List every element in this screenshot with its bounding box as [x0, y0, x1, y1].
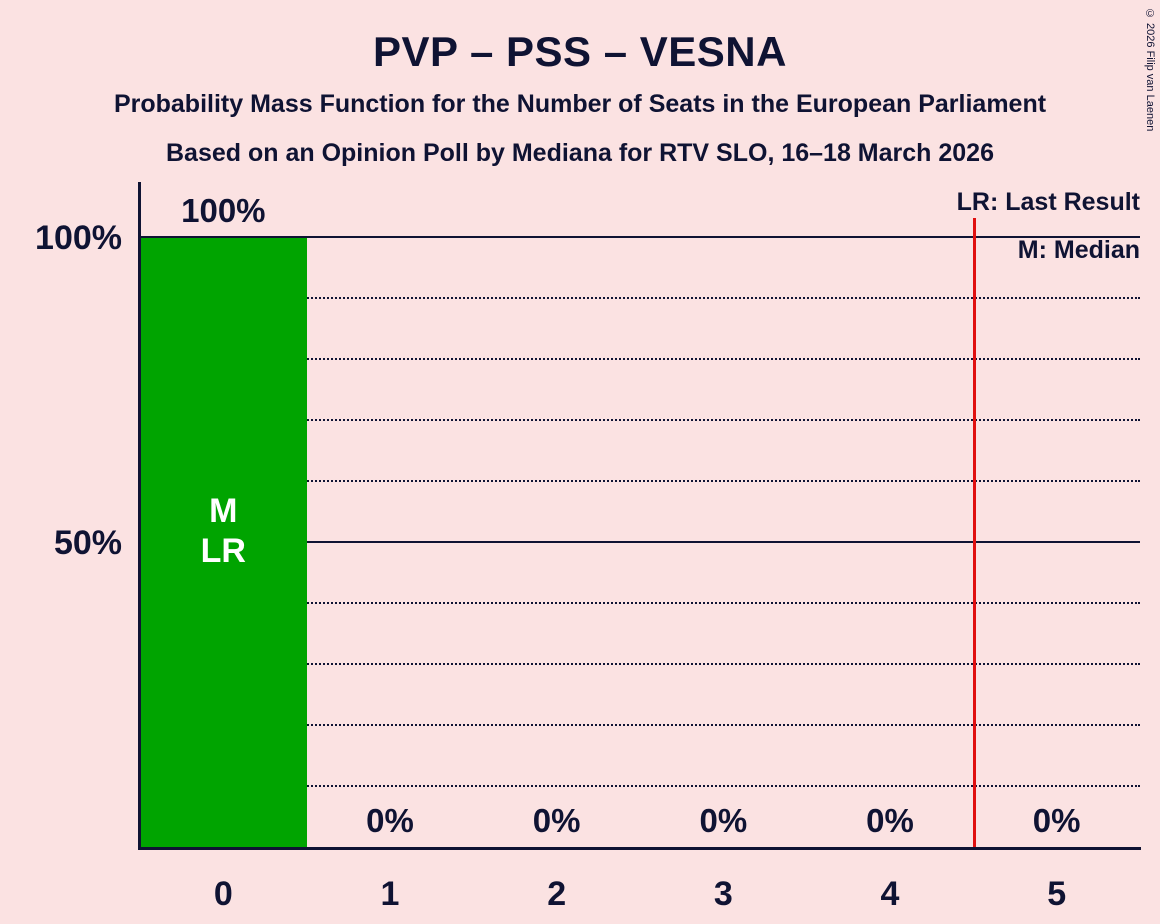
bar-value-label: 0%	[866, 802, 914, 839]
bar-slot-2: 0%	[473, 238, 640, 848]
gridline-70	[140, 419, 1140, 421]
x-tick-label-1: 1	[380, 875, 400, 913]
bar-slot-4: 0%	[807, 238, 974, 848]
gridline-30	[140, 663, 1140, 665]
legend-median: M: Median	[1017, 236, 1140, 264]
bar-value-label: 0%	[699, 802, 748, 839]
x-tick-label-5: 5	[1047, 875, 1067, 913]
bar-slot-3: 0%	[640, 238, 807, 848]
chart-legend: LR: Last Result M: Median	[957, 178, 1140, 274]
copyright-notice: © 2026 Filip van Laenen	[1144, 8, 1156, 132]
gridline-10	[140, 785, 1140, 787]
y-axis-line	[138, 182, 141, 849]
x-axis-labels: 0 1 2 3 4 5	[140, 872, 1140, 916]
bar-value-label: 0%	[1032, 802, 1081, 839]
bar-slot-5: 0%	[973, 238, 1140, 848]
gridline-80	[140, 358, 1140, 360]
gridline-60	[140, 480, 1140, 482]
chart-poll-info: Based on an Opinion Poll by Mediana for …	[166, 139, 994, 167]
plot-area: M LR 100% 0% 0% 0% 0% 0%	[140, 192, 1140, 848]
gridline-20	[140, 724, 1140, 726]
chart-title: PVP – PSS – VESNA	[373, 28, 787, 75]
x-axis-line	[138, 847, 1141, 850]
bar-annotation-line: M	[209, 491, 238, 530]
y-tick-label-50: 50%	[53, 524, 122, 562]
red-line	[973, 218, 977, 848]
bar-seats-0: M LR	[140, 238, 307, 848]
chart-subtitle: Probability Mass Function for the Number…	[113, 90, 1047, 118]
bar-annotation: M LR	[140, 491, 307, 571]
legend-last-result: LR: Last Result	[956, 188, 1140, 216]
x-tick-label-2: 2	[547, 875, 567, 913]
bar-slot-1: 0%	[307, 238, 474, 848]
x-tick-label-0: 0	[213, 875, 233, 913]
gridline-50	[140, 541, 1140, 543]
bar-value-label: 0%	[532, 802, 581, 839]
gridline-40	[140, 602, 1140, 604]
gridline-90	[140, 297, 1140, 299]
bar-value-label: 0%	[366, 802, 414, 839]
bar-slot-0: M LR 100%	[140, 192, 307, 848]
bars: M LR 100% 0% 0% 0% 0% 0%	[140, 192, 1140, 848]
gridline-100	[140, 236, 1140, 238]
x-tick-label-3: 3	[713, 875, 733, 913]
y-tick-label-100: 100%	[35, 219, 122, 257]
bar-annotation-line: LR	[200, 531, 246, 570]
bar-value-label: 100%	[181, 192, 266, 229]
x-tick-label-4: 4	[880, 875, 900, 913]
gridlines	[140, 236, 1140, 848]
